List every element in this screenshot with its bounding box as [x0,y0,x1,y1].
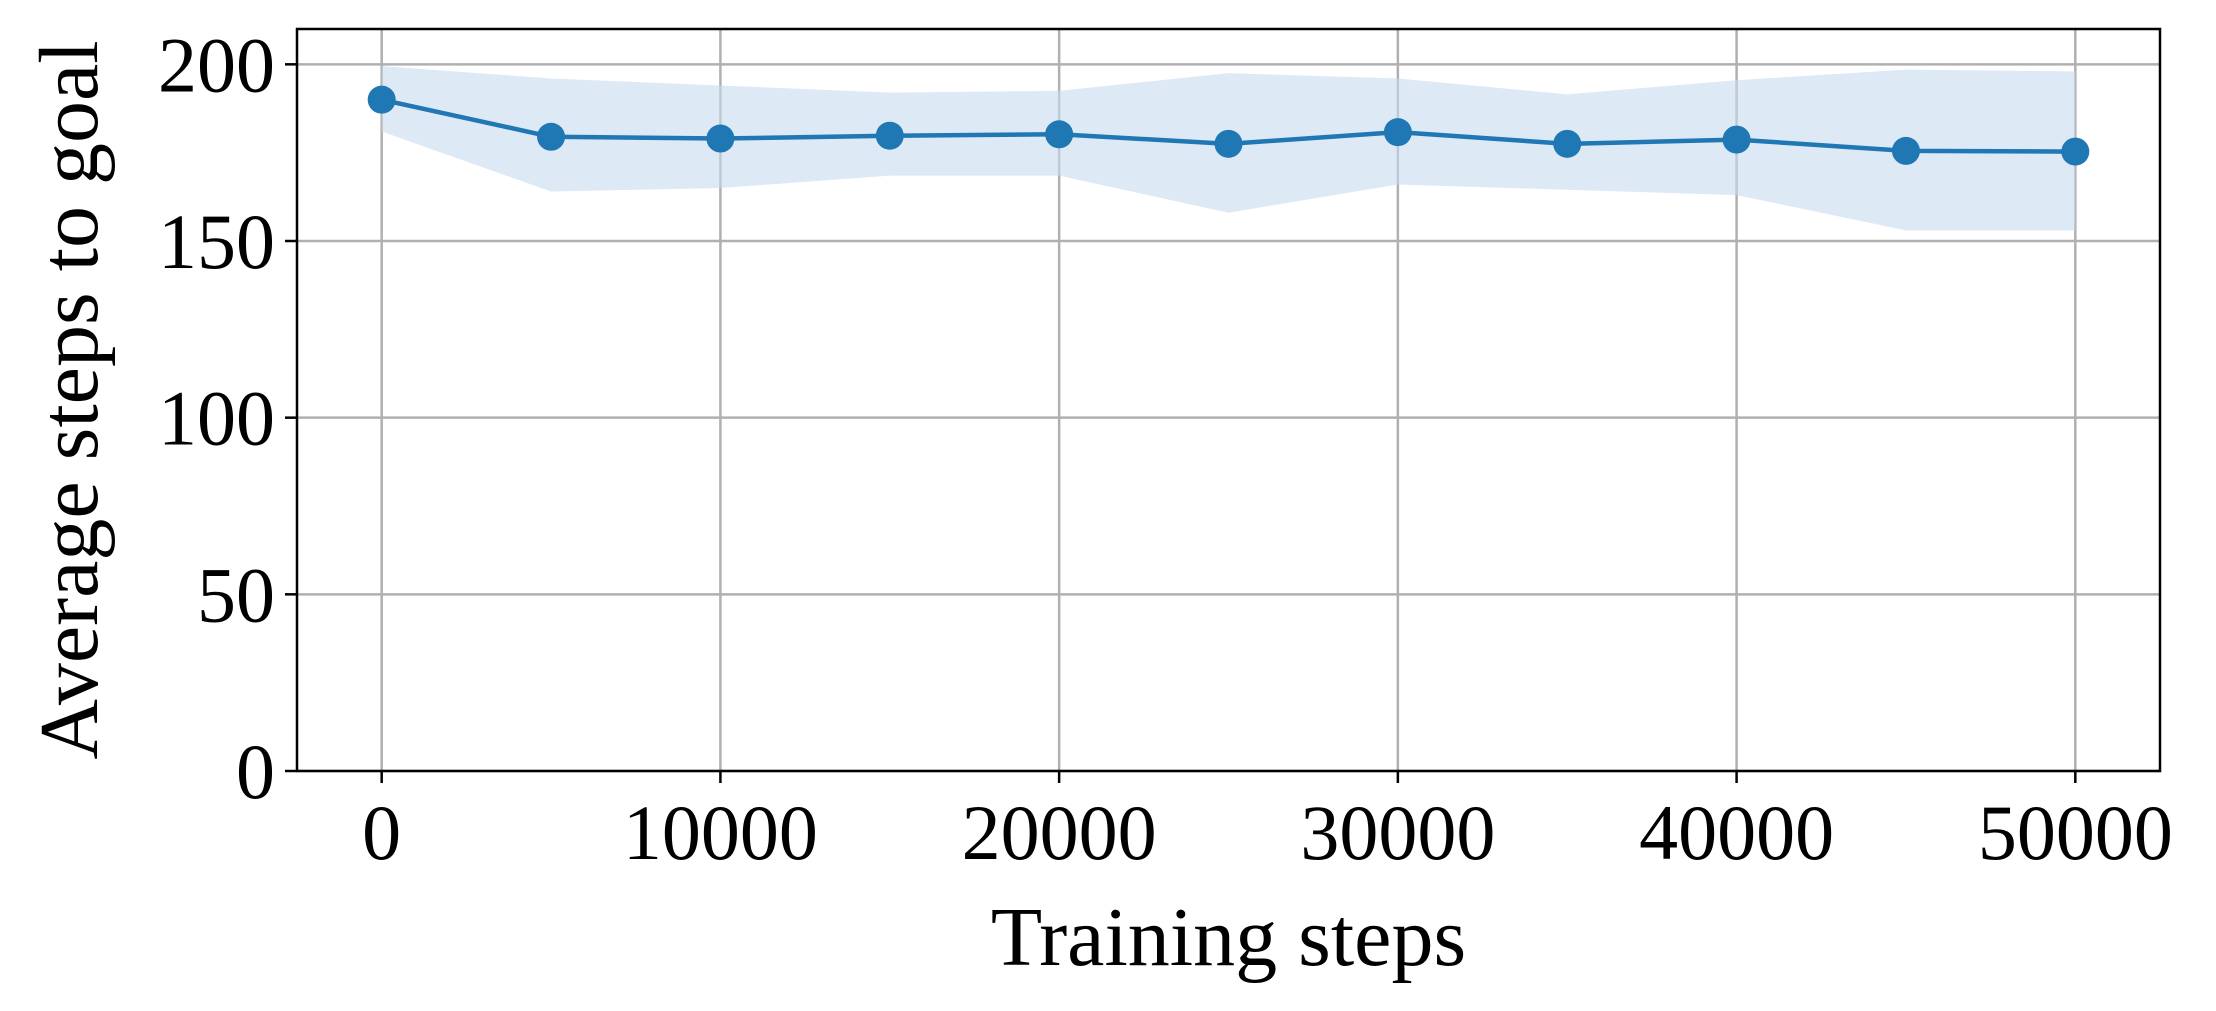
y-axis-label: Average steps to goal [23,40,116,759]
y-tick-label: 100 [158,375,275,462]
x-tick-label: 40000 [1639,789,1834,876]
y-axis-ticks: 0 50 100 150 200 [158,21,297,815]
y-tick-label: 200 [158,21,275,108]
data-point [1553,129,1582,158]
data-point [875,121,904,150]
y-tick-label: 150 [158,198,275,285]
x-tick-label: 50000 [1978,789,2173,876]
x-tick-label: 10000 [623,789,818,876]
x-tick-label: 30000 [1300,789,1495,876]
data-points [367,85,2090,166]
data-point [1383,118,1412,147]
data-point [1722,125,1751,154]
plot-frame [295,27,2162,773]
data-point [367,85,396,114]
data-point [1214,129,1243,158]
data-point [537,122,566,151]
data-point [706,124,735,153]
x-tick-label: 0 [362,789,401,876]
x-axis-ticks: 0 10000 20000 30000 40000 50000 [362,771,2173,876]
y-tick-label: 50 [197,551,275,638]
x-axis-label: Training steps [991,891,1466,984]
y-tick-label: 0 [236,728,275,815]
x-tick-label: 20000 [962,789,1157,876]
data-point [2061,137,2090,166]
data-point [1045,120,1074,149]
data-point [1891,136,1920,165]
